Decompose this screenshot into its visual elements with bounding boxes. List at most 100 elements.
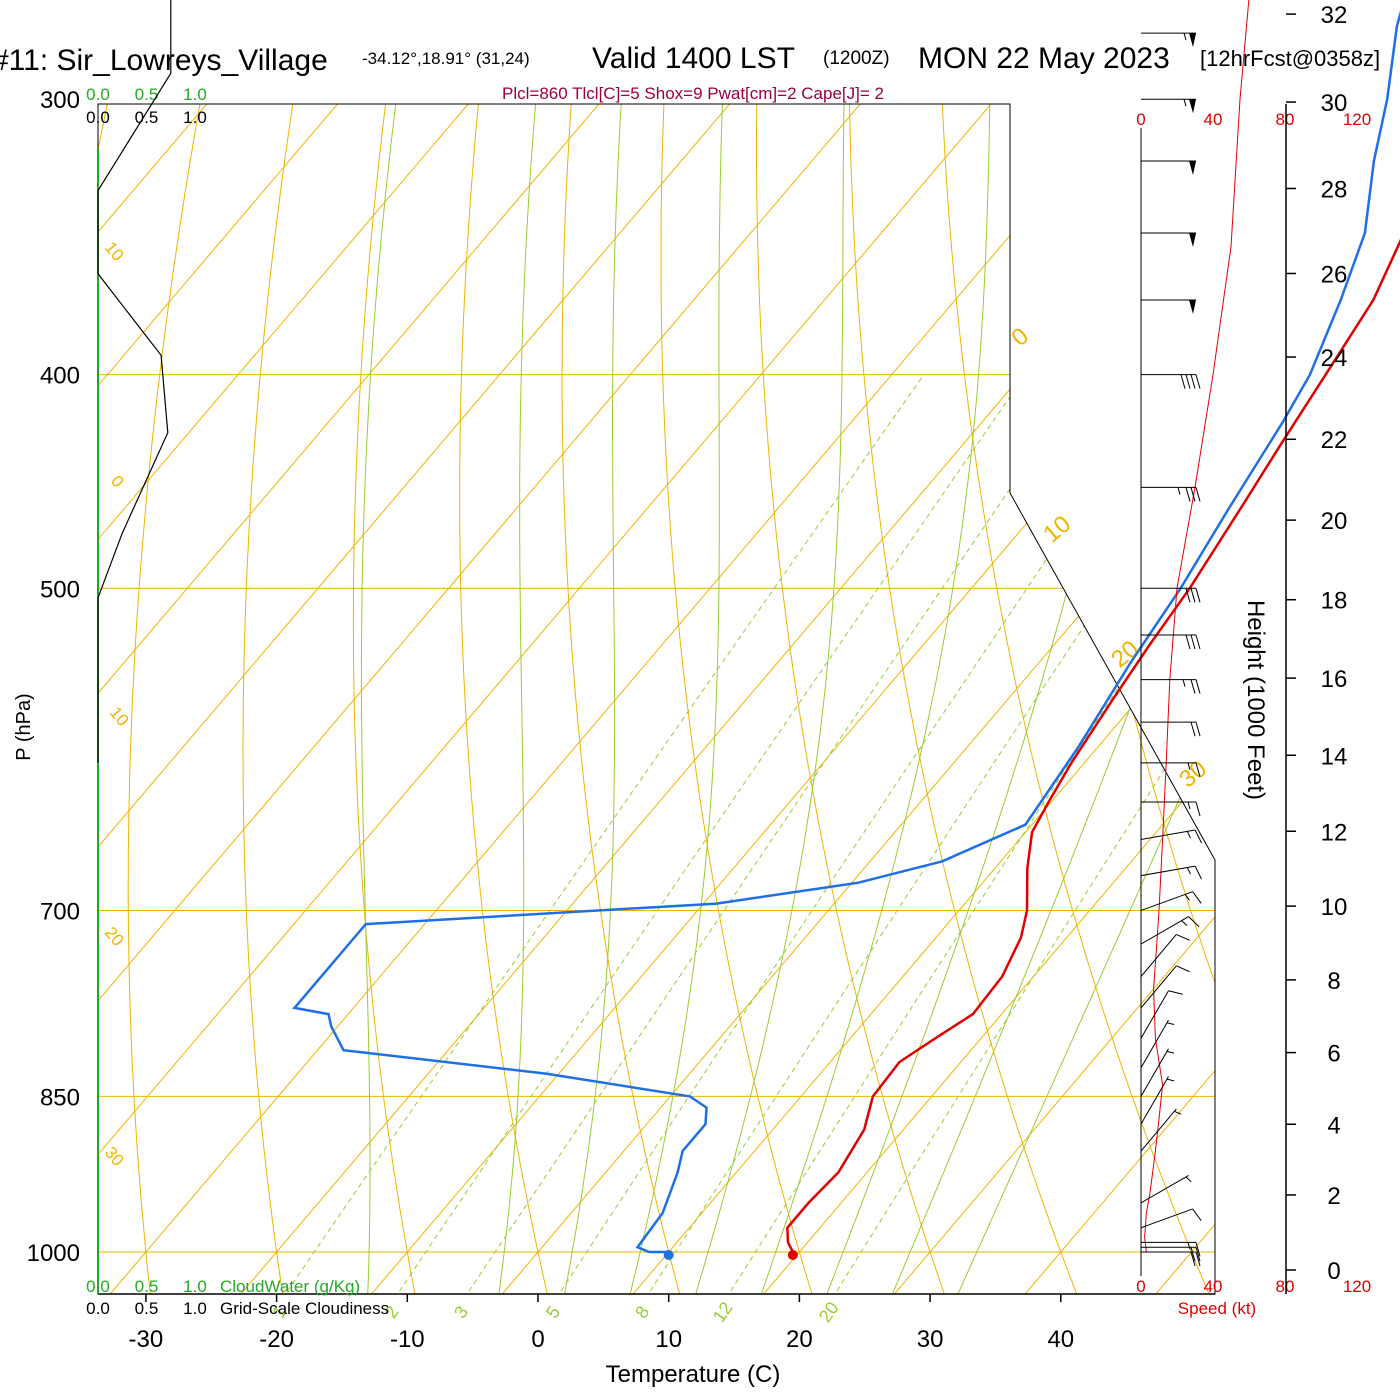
wind-barb-shaft (1140, 1108, 1177, 1152)
isotherm-line (367, 104, 1215, 1294)
valid-time: Valid 1400 LST (592, 42, 795, 75)
mixing-ratio-label: 3 (450, 1302, 472, 1322)
mixing-ratio-line (555, 374, 1172, 1294)
mixing-ratio-label: 12 (709, 1298, 737, 1326)
wind-barb-flag (1190, 679, 1196, 694)
wind-barbs (1140, 32, 1202, 1267)
surface-temperature-marker (787, 1250, 798, 1260)
speed-scale-bottom: 40 (1204, 1277, 1223, 1296)
wind-barb-flag (1195, 588, 1201, 603)
mixing-ratio-line (463, 374, 1089, 1294)
dry-adiabat-label: 20 (101, 923, 128, 950)
sounding-indices: Plcl=860 Tlcl[C]=5 Shox=9 Pwat[cm]=2 Cap… (502, 84, 884, 103)
wind-barb-flag (1190, 721, 1196, 737)
height-tick-label: 0 (1327, 1258, 1340, 1285)
cloudwater-scale-top: 0.5 (135, 85, 159, 104)
height-tick-label: 18 (1321, 588, 1348, 615)
temperature-tick-label: -20 (259, 1326, 294, 1353)
temperature-tick-label: 30 (917, 1326, 944, 1353)
height-tick-label: 16 (1321, 666, 1348, 693)
wind-barb-pennant (1189, 99, 1196, 114)
wind-speed-profile-line (1144, 0, 1250, 1253)
height-tick-label: 2 (1327, 1183, 1340, 1210)
moist-adiabat-line (955, 104, 1215, 1294)
wind-barb-half-flag (1187, 801, 1191, 810)
height-tick-label: 6 (1327, 1041, 1340, 1068)
wind-barb-shaft (1140, 1174, 1189, 1204)
wind-barb-pennant (1189, 160, 1196, 175)
isotherm-line (628, 104, 1215, 1294)
plot-boundary (97, 103, 1216, 1295)
station-coords: -34.12°,18.91° (31,24) (362, 49, 530, 68)
temperature-tick-label: -10 (390, 1326, 425, 1353)
wind-barb-shaft (1140, 916, 1189, 945)
wind-barb-flag (1185, 588, 1191, 603)
wind-barb-flag (1185, 487, 1191, 502)
wind-barb-half-flag (1185, 1176, 1192, 1183)
wind-barb-flag (1195, 1251, 1201, 1267)
temperature-profile-line (786, 238, 1400, 1253)
cloudiness-scale-top: 0.0 (86, 108, 110, 127)
wind-barb-half-flag (1184, 894, 1190, 901)
wind-barb-flag (1195, 762, 1201, 778)
wind-barb-shaft (1140, 865, 1196, 877)
isotherm-line (98, 104, 689, 1294)
wind-barb-flag (1190, 634, 1196, 650)
cloudwater-scale-bottom: 0.5 (135, 1277, 159, 1296)
height-tick-label: 28 (1321, 176, 1348, 203)
dry-adiabat-label: 0 (107, 472, 128, 491)
wind-barb-shaft (1140, 1048, 1169, 1097)
wind-barb-flag (1195, 1242, 1201, 1257)
dry-adiabat-label: 30 (1174, 755, 1212, 793)
speed-scale-top: 120 (1343, 110, 1371, 129)
isotherm-line (98, 104, 559, 1294)
speed-scale-top: 40 (1204, 110, 1223, 129)
height-tick-label: 12 (1321, 819, 1348, 846)
x-axis-label: Temperature (C) (606, 1361, 781, 1388)
moist-adiabat-line (759, 104, 995, 1294)
wind-barb-flag (1190, 487, 1196, 502)
height-tick-label: 24 (1321, 345, 1348, 372)
speed-scale-bottom: 120 (1343, 1277, 1371, 1296)
moist-adiabat-line (693, 104, 854, 1294)
wind-barb-flag (1195, 374, 1201, 389)
isotherm-line (105, 104, 1215, 1294)
isotherm-line (0, 0, 35, 1299)
wind-barb-flag (1190, 588, 1196, 603)
dewpoint-profile-line (292, 10, 1400, 1254)
pressure-tick-label: 1000 (27, 1240, 80, 1267)
wind-barb-flag (1195, 1247, 1201, 1262)
isotherm-line (890, 104, 1215, 1294)
wind-barb-flag (1188, 916, 1200, 928)
dry-adiabat-line (98, 104, 167, 1294)
cloudiness-label: Grid-Scale Cloudiness (220, 1299, 389, 1318)
pressure-tick-label: 300 (40, 87, 80, 114)
wind-barb-flag (1195, 487, 1201, 502)
cloudwater-scale-top: 1.0 (183, 85, 207, 104)
cloudwater-label: CloudWater (g/Kg) (220, 1277, 360, 1296)
isotherm-line (98, 104, 1212, 1294)
dry-adiabat-line (242, 104, 339, 1294)
wind-barb-half-flag (1181, 920, 1188, 927)
dry-adiabat-line (459, 104, 549, 1294)
mixing-ratio-label: 8 (631, 1302, 653, 1322)
dry-adiabat-line (756, 104, 947, 1294)
pressure-tick-label: 850 (40, 1084, 80, 1111)
temperature-tick-label: 20 (786, 1326, 813, 1353)
isotherm-line (1151, 104, 1215, 1294)
wind-barb-shaft (1140, 1208, 1193, 1229)
speed-scale-bottom: 80 (1276, 1277, 1295, 1296)
wind-barb-flag (1195, 679, 1201, 694)
sounding-series (292, 10, 1400, 1260)
dry-adiabat-line (848, 104, 1079, 1294)
wind-barb-pennant (1189, 233, 1196, 248)
speed-scale-top: 0 (1136, 110, 1145, 129)
height-tick-label: 10 (1321, 894, 1348, 921)
pressure-tick-label: 700 (40, 898, 80, 925)
dry-adiabat-line (352, 104, 425, 1294)
wind-barb-half-flag (1183, 99, 1187, 107)
wind-barb-flag (1194, 829, 1202, 844)
